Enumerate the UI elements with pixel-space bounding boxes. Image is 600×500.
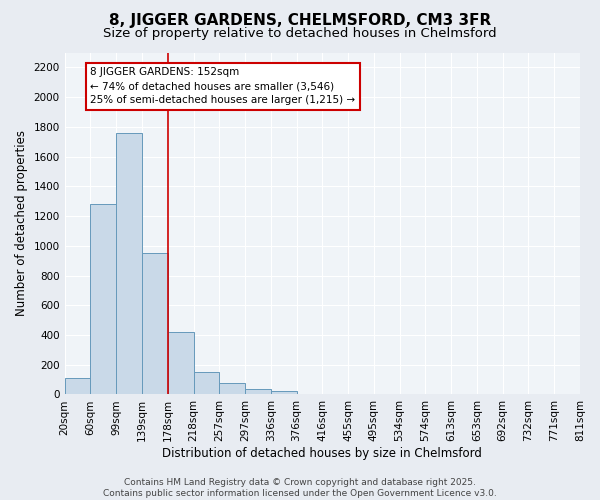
Y-axis label: Number of detached properties: Number of detached properties — [15, 130, 28, 316]
Bar — [168, 332, 193, 394]
Bar — [245, 388, 271, 394]
Text: 8, JIGGER GARDENS, CHELMSFORD, CM3 3FR: 8, JIGGER GARDENS, CHELMSFORD, CM3 3FR — [109, 12, 491, 28]
Text: 8 JIGGER GARDENS: 152sqm
← 74% of detached houses are smaller (3,546)
25% of sem: 8 JIGGER GARDENS: 152sqm ← 74% of detach… — [91, 68, 356, 106]
Text: Contains HM Land Registry data © Crown copyright and database right 2025.
Contai: Contains HM Land Registry data © Crown c… — [103, 478, 497, 498]
Text: Size of property relative to detached houses in Chelmsford: Size of property relative to detached ho… — [103, 28, 497, 40]
Bar — [219, 384, 245, 394]
Bar — [142, 253, 168, 394]
Bar — [116, 133, 142, 394]
Bar — [65, 378, 91, 394]
Bar — [91, 204, 116, 394]
Bar — [193, 372, 219, 394]
Bar — [271, 391, 296, 394]
X-axis label: Distribution of detached houses by size in Chelmsford: Distribution of detached houses by size … — [163, 447, 482, 460]
